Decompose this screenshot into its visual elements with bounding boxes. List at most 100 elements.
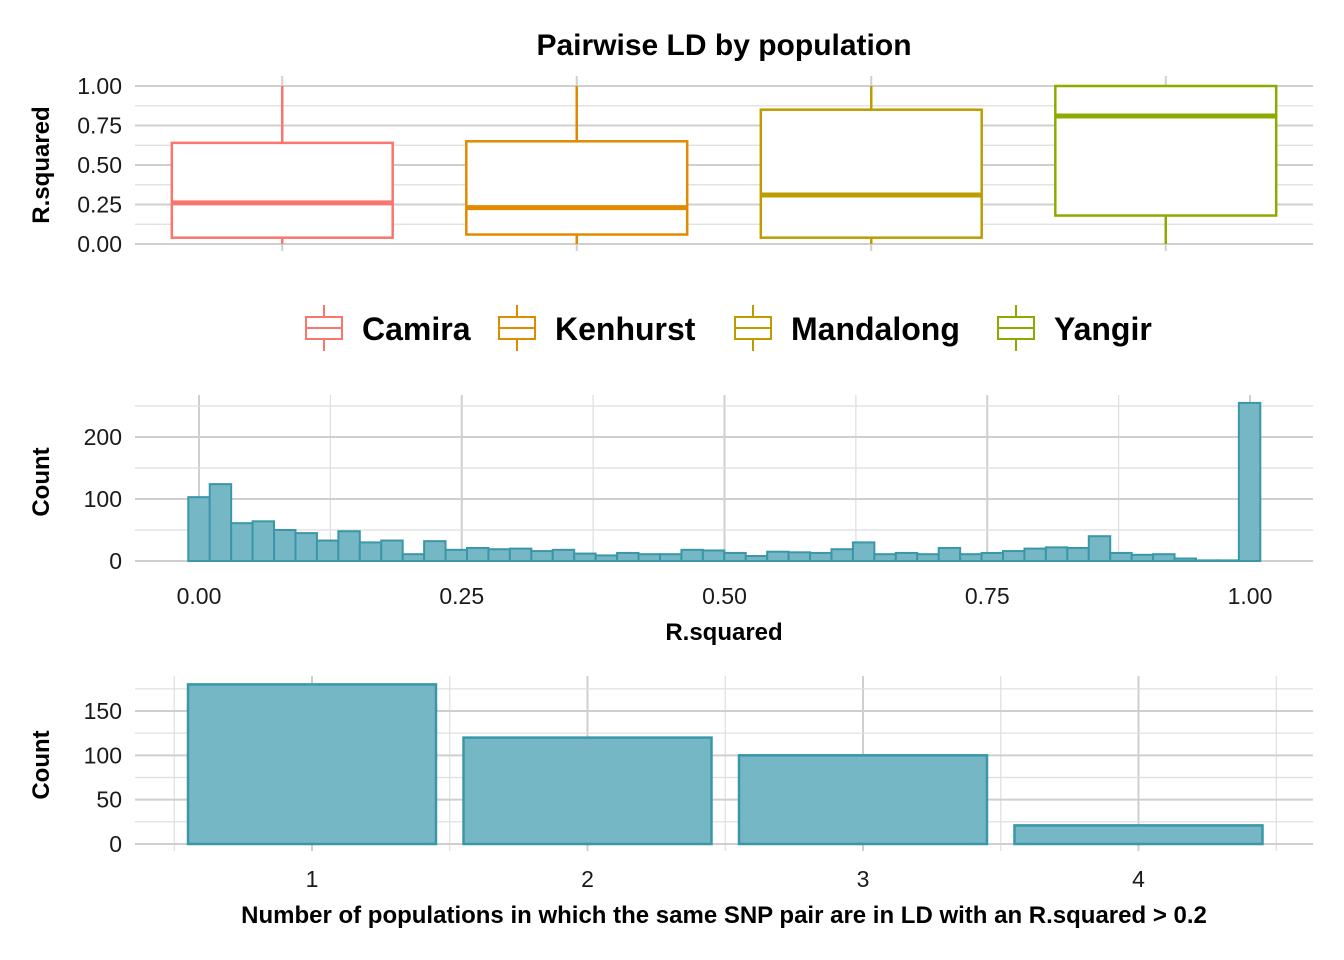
bar-x-axis-title: Number of populations in which the same …	[241, 902, 1207, 929]
histogram-bar	[380, 539, 404, 562]
x-tick-label: 4	[1132, 866, 1145, 892]
y-tick-label: 200	[84, 424, 122, 450]
legend: Camira Kenhurst Mandalong Yangir	[305, 305, 1152, 351]
histogram-bar	[315, 539, 340, 562]
histogram-bar	[1216, 559, 1240, 563]
legend-label: Mandalong	[791, 311, 960, 347]
legend-item-mandalong: Mandalong	[734, 305, 960, 351]
histogram-bar	[1237, 401, 1262, 562]
histogram-bar	[851, 541, 876, 563]
bar-4	[1013, 824, 1264, 846]
x-tick-label: 1	[306, 866, 319, 892]
histogram-bar	[423, 540, 447, 562]
box-kenhurst	[465, 86, 689, 244]
histogram-bar	[1087, 535, 1112, 563]
histogram-bar	[959, 553, 983, 562]
boxplot-y-axis-title: R.squared	[28, 106, 55, 223]
histogram-bar	[1002, 550, 1026, 563]
histogram-bar	[937, 546, 962, 562]
histogram-bar	[573, 552, 597, 562]
histogram-bar	[1194, 559, 1219, 563]
histogram-y-tick-labels: 0 100 200	[84, 424, 122, 574]
bar-bars	[186, 683, 1264, 846]
bar-3	[737, 754, 989, 846]
histogram-bar	[230, 522, 254, 562]
legend-label: Kenhurst	[555, 311, 696, 347]
histogram-bar	[1066, 546, 1090, 562]
histogram-bar	[1130, 553, 1155, 562]
histogram-bar	[337, 530, 361, 562]
x-tick-label: 2	[581, 866, 594, 892]
histogram-bar	[723, 551, 747, 563]
x-tick-label: 0.75	[965, 583, 1010, 609]
histogram-x-axis-title: R.squared	[665, 619, 782, 646]
box-body	[465, 140, 689, 236]
box-camira	[170, 86, 394, 244]
y-tick-label: 0	[109, 831, 122, 857]
histogram-bar	[894, 551, 919, 563]
bar-y-axis-title: Count	[28, 730, 55, 799]
histogram-bar	[658, 553, 683, 562]
histogram-bar	[487, 548, 511, 562]
histogram-bar	[1173, 557, 1197, 563]
boxplot-panel: Pairwise LD by population 0.000.250.500.…	[28, 29, 1313, 257]
x-tick-label: 0.00	[177, 583, 222, 609]
box-yangir	[1054, 84, 1278, 244]
histogram-bars	[187, 401, 1262, 563]
histogram-bar	[187, 496, 211, 563]
histogram-bar	[251, 520, 276, 563]
box-body	[759, 108, 983, 239]
y-tick-label: 50	[96, 787, 122, 813]
histogram-bar	[466, 546, 490, 562]
histogram-bar	[701, 549, 726, 563]
y-tick-label: 150	[84, 698, 122, 724]
histogram-bar	[637, 553, 661, 562]
box-body	[170, 141, 394, 239]
histogram-bar	[530, 550, 554, 563]
histogram-bar	[401, 553, 426, 562]
plot-title: Pairwise LD by population	[536, 29, 911, 62]
y-tick-label: 0.25	[77, 192, 122, 218]
y-tick-label: 1.00	[77, 73, 122, 99]
histogram-bar	[830, 548, 854, 562]
y-tick-label: 100	[84, 742, 122, 768]
histogram-bar	[1044, 546, 1069, 562]
histogram-bar	[980, 551, 1005, 563]
histogram-bar	[916, 553, 940, 562]
histogram-panel: 0 100 200 0.00 0.25 0.50 0.75 1.00 R.squared C…	[28, 395, 1313, 646]
legend-item-camira: Camira	[305, 305, 471, 351]
histogram-bar	[1109, 551, 1133, 563]
box-mandalong	[759, 86, 983, 244]
legend-item-kenhurst: Kenhurst	[498, 305, 696, 351]
y-tick-label: 100	[84, 486, 122, 512]
y-tick-label: 0.00	[77, 231, 122, 257]
histogram-bar	[294, 532, 318, 562]
histogram-bar	[809, 551, 833, 563]
bar-2	[462, 736, 713, 846]
y-tick-label: 0	[109, 548, 122, 574]
histogram-bar	[680, 548, 704, 563]
y-tick-label: 0.50	[77, 152, 122, 178]
x-tick-label: 0.50	[702, 583, 747, 609]
bar-x-tick-labels: 1 2 3 4	[306, 866, 1146, 892]
box-body	[1054, 84, 1278, 217]
bar-y-tick-labels: 0 50 100 150	[84, 698, 122, 857]
bar-panel: 0 50 100 150 1 2 3 4 Number of populations in …	[28, 676, 1313, 929]
x-tick-label: 3	[857, 866, 870, 892]
histogram-bar	[1023, 547, 1047, 562]
histogram-bar	[208, 483, 233, 562]
histogram-bar	[508, 547, 533, 562]
bar-1	[186, 683, 438, 846]
histogram-bar	[873, 553, 897, 562]
y-tick-label: 0.75	[77, 113, 122, 139]
histogram-bar	[766, 550, 790, 563]
legend-label: Camira	[362, 311, 471, 347]
legend-label: Yangir	[1054, 311, 1152, 347]
histogram-bar	[273, 529, 297, 562]
boxplot-boxes	[170, 84, 1278, 244]
boxplot-y-tick-labels: 0.00 0.25 0.50 0.75 1.00	[77, 73, 122, 257]
x-tick-label: 0.25	[439, 583, 484, 609]
histogram-bar	[358, 541, 383, 563]
x-tick-label: 1.00	[1228, 583, 1273, 609]
